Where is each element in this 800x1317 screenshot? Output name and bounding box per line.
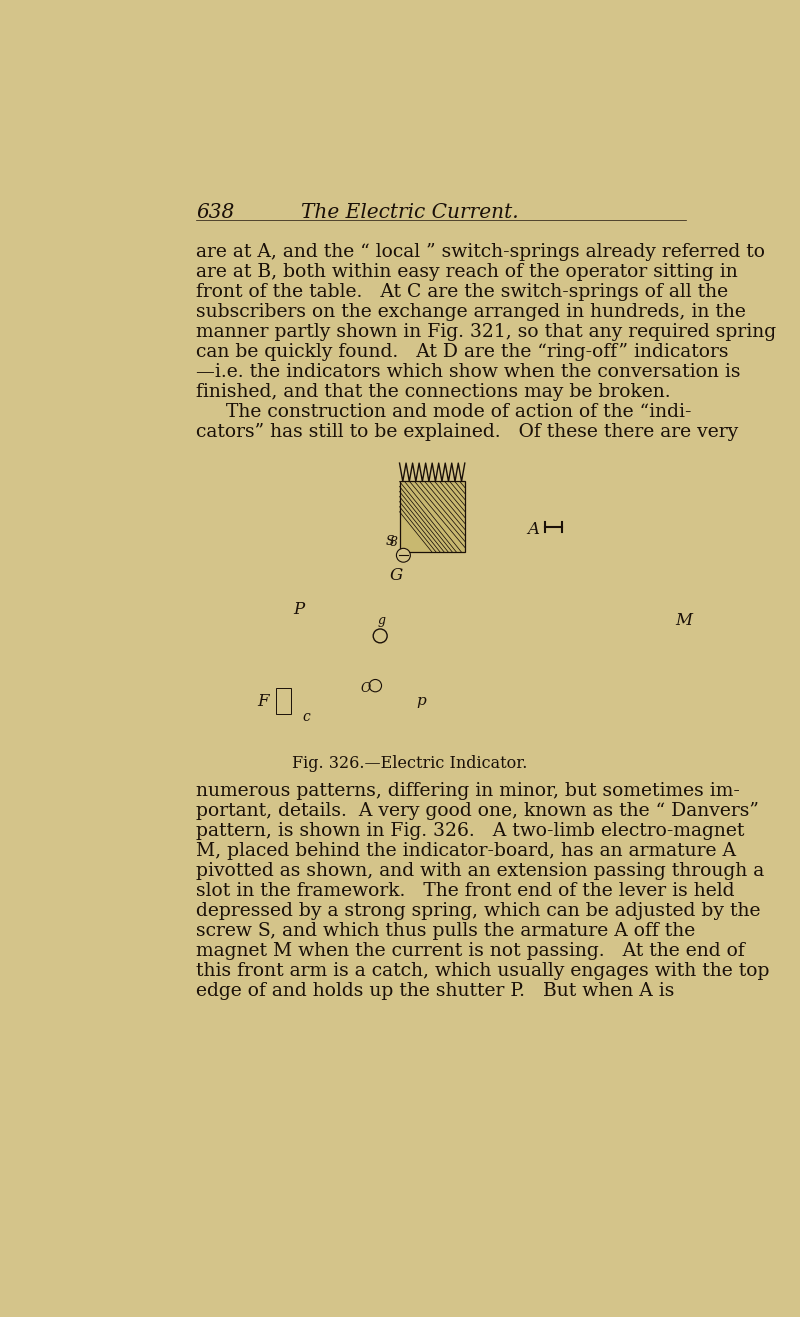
Text: screw S, and which thus pulls the armature A off the: screw S, and which thus pulls the armatu… xyxy=(196,922,695,940)
Text: P: P xyxy=(293,602,304,618)
Text: are at A, and the “ local ” switch-springs already referred to: are at A, and the “ local ” switch-sprin… xyxy=(196,242,765,261)
Circle shape xyxy=(369,680,382,691)
Text: M: M xyxy=(675,611,692,628)
Text: edge of and holds up the shutter P.   But when A is: edge of and holds up the shutter P. But … xyxy=(196,982,674,1000)
Text: p: p xyxy=(417,694,426,709)
Text: this front arm is a catch, which usually engages with the top: this front arm is a catch, which usually… xyxy=(196,961,770,980)
Bar xyxy=(271,689,295,693)
Circle shape xyxy=(374,630,387,643)
Bar xyxy=(276,689,290,714)
Bar xyxy=(399,482,465,552)
Text: subscribers on the exchange arranged in hundreds, in the: subscribers on the exchange arranged in … xyxy=(196,303,746,321)
Text: manner partly shown in Fig. 321, so that any required spring: manner partly shown in Fig. 321, so that… xyxy=(196,323,776,341)
Bar xyxy=(513,694,538,710)
Text: M, placed behind the indicator-board, has an armature A: M, placed behind the indicator-board, ha… xyxy=(196,842,736,860)
Text: c: c xyxy=(303,710,310,724)
Text: can be quickly found.   At D are the “ring-off” indicators: can be quickly found. At D are the “ring… xyxy=(196,342,729,361)
Bar xyxy=(271,710,295,714)
Text: numerous patterns, differing in minor, but sometimes im-: numerous patterns, differing in minor, b… xyxy=(196,782,740,799)
Bar xyxy=(569,694,593,710)
Text: 638: 638 xyxy=(196,203,234,221)
Text: finished, and that the connections may be broken.: finished, and that the connections may b… xyxy=(196,383,670,400)
Text: pattern, is shown in Fig. 326.   A two-limb electro-magnet: pattern, is shown in Fig. 326. A two-lim… xyxy=(196,822,745,840)
Text: are at B, both within easy reach of the operator sitting in: are at B, both within easy reach of the … xyxy=(196,263,738,281)
Bar xyxy=(366,552,673,694)
Bar xyxy=(617,694,642,710)
Bar xyxy=(482,694,506,710)
Bar xyxy=(209,482,692,743)
Bar xyxy=(559,557,668,686)
Bar xyxy=(266,714,300,719)
Text: front of the table.   At C are the switch-springs of all the: front of the table. At C are the switch-… xyxy=(196,283,728,300)
Bar xyxy=(467,557,557,686)
Text: F: F xyxy=(257,693,268,710)
Text: O: O xyxy=(361,682,371,695)
Text: The Electric Current.: The Electric Current. xyxy=(301,203,519,221)
Text: G: G xyxy=(390,568,403,585)
Text: A: A xyxy=(528,522,540,539)
Text: magnet M when the current is not passing.   At the end of: magnet M when the current is not passing… xyxy=(196,942,745,960)
Text: portant, details.  A very good one, known as the “ Danvers”: portant, details. A very good one, known… xyxy=(196,802,759,819)
Text: cators” has still to be explained.   Of these there are very: cators” has still to be explained. Of th… xyxy=(196,423,738,441)
Text: 8: 8 xyxy=(390,536,398,549)
Text: The construction and mode of action of the “indi-: The construction and mode of action of t… xyxy=(196,403,691,421)
Circle shape xyxy=(397,548,410,562)
Text: pivotted as shown, and with an extension passing through a: pivotted as shown, and with an extension… xyxy=(196,861,764,880)
Text: Fig. 326.—Electric Indicator.: Fig. 326.—Electric Indicator. xyxy=(292,755,528,772)
Text: —i.e. the indicators which show when the conversation is: —i.e. the indicators which show when the… xyxy=(196,363,741,381)
Text: S: S xyxy=(386,535,394,548)
Text: slot in the framework.   The front end of the lever is held: slot in the framework. The front end of … xyxy=(196,882,734,900)
Text: g: g xyxy=(378,614,386,627)
Text: depressed by a strong spring, which can be adjusted by the: depressed by a strong spring, which can … xyxy=(196,902,761,919)
